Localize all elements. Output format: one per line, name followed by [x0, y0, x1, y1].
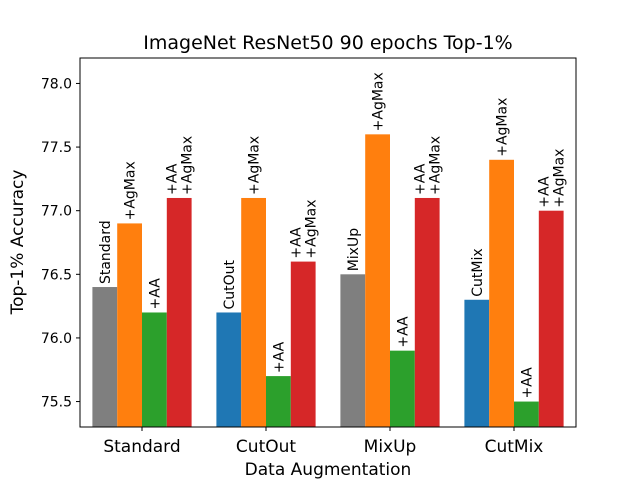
y-axis-label: Top-1% Accuracy — [8, 170, 28, 316]
bar — [390, 350, 415, 427]
x-tick-label: CutMix — [485, 437, 544, 457]
bar — [340, 274, 366, 427]
bar-label: +AA — [289, 227, 305, 259]
bar-label: +AA — [271, 341, 287, 373]
x-tick-label: MixUp — [364, 437, 417, 457]
bar — [241, 197, 266, 427]
bar-label: Standard — [98, 220, 114, 284]
y-tick-label: 76.5 — [41, 267, 72, 283]
bar-label: +AgMax — [247, 136, 263, 195]
y-tick-label: 78.0 — [41, 76, 72, 92]
bar-labels-layer: Standard CutOut MixUp CutMix +AgMax +AgMax +Ag… — [98, 72, 568, 398]
bar-label: CutMix — [470, 248, 486, 296]
bar — [216, 312, 242, 427]
bar — [514, 401, 539, 427]
y-axis: 75.5 76.0 76.5 77.0 77.5 78.0 — [41, 76, 80, 411]
bar-label: +AgMax — [123, 161, 139, 220]
bar-label: +AgMax — [552, 149, 568, 208]
x-axis-label: Data Augmentation — [245, 460, 412, 480]
bar-label: CutOut — [222, 259, 238, 309]
bar-label: +AgMax — [180, 136, 196, 195]
y-tick-label: 76.0 — [41, 331, 72, 347]
x-axis: Standard CutOut MixUp CutMix — [103, 427, 543, 457]
bar-label: +AA — [519, 367, 535, 399]
bar-label: +AA — [165, 163, 181, 195]
bar — [92, 287, 118, 427]
bar-label: +AA — [537, 176, 553, 208]
bar — [365, 134, 390, 427]
x-tick-label: Standard — [103, 437, 180, 457]
bar — [538, 210, 564, 427]
bar-label: +AA — [413, 163, 429, 195]
bar-label: +AgMax — [304, 199, 320, 258]
plot-frame — [79, 57, 577, 428]
bar-label: +AgMax — [428, 136, 444, 195]
bar — [166, 197, 192, 427]
bar-label: +AA — [147, 278, 163, 310]
bar — [290, 261, 316, 427]
y-tick-label: 77.0 — [41, 204, 72, 220]
bar — [142, 312, 167, 427]
y-tick-label: 75.5 — [41, 395, 72, 411]
bar — [489, 159, 514, 428]
x-tick-label: CutOut — [236, 437, 296, 457]
bar-label: MixUp — [346, 228, 362, 272]
bar-label: +AA — [395, 316, 411, 348]
bar-label: +AgMax — [495, 98, 511, 157]
bar — [464, 299, 490, 427]
chart-title: ImageNet ResNet50 90 epochs Top-1% — [143, 32, 512, 54]
bar — [117, 223, 142, 427]
y-tick-label: 77.5 — [41, 140, 72, 156]
bar-label: +AgMax — [371, 72, 387, 131]
bars-layer — [92, 134, 564, 428]
bar — [266, 376, 291, 427]
bar — [414, 197, 440, 427]
